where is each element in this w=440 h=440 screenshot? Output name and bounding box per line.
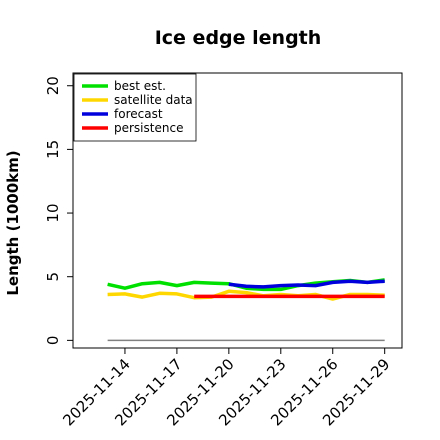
- y-tick-label: 5: [44, 272, 62, 282]
- legend-label: satellite data: [114, 93, 193, 107]
- chart-title: Ice edge length: [155, 27, 322, 49]
- y-tick-label: 0: [44, 336, 62, 346]
- x-axis-ticks: 2025-11-142025-11-172025-11-202025-11-23…: [59, 348, 394, 429]
- legend: best est.satellite dataforecastpersisten…: [73, 73, 197, 142]
- plot-area: [72, 72, 403, 349]
- legend-label: forecast: [114, 107, 163, 121]
- y-tick-label: 20: [44, 76, 62, 95]
- y-axis-label: Length (1000km): [4, 150, 22, 295]
- y-tick-label: 15: [44, 140, 62, 159]
- y-tick-label: 10: [44, 203, 62, 222]
- y-axis-ticks: 0 5 10 15 20: [44, 76, 73, 345]
- plot-frame: [72, 72, 403, 349]
- series-line-forecast: [228, 279, 385, 289]
- legend-label: persistence: [114, 121, 183, 135]
- legend-label: best est.: [114, 79, 166, 93]
